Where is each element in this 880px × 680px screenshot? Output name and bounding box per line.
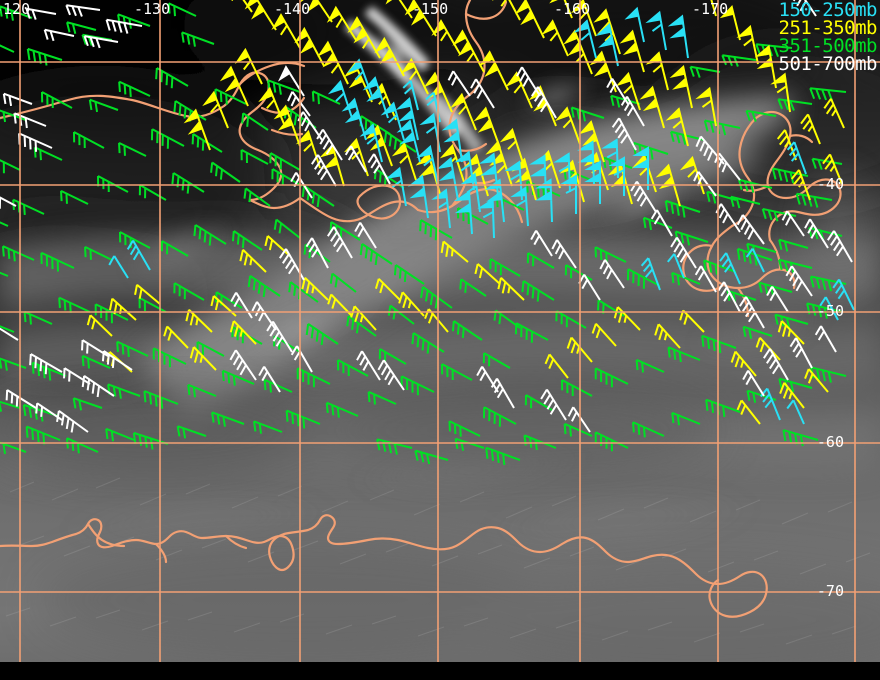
legend-entry-501-700mb: 501-700mb [778,53,878,75]
caption-bar: GMS-5 WATER VAPOR WINDS 06:00 UTC 25MAR0… [0,662,880,680]
legend-entry-251-350mb: 251-350mb [778,17,878,39]
legend-label-351-500mb: 351-500mb [778,35,878,57]
legend-entry-150-250mb: 150-250mb [778,0,878,21]
legend-label-501-700mb: 501-700mb [778,53,878,75]
legend-entry-351-500mb: 351-500mb [778,35,878,57]
legend-label-150-250mb: 150-250mb [778,0,878,21]
pressure-level-legend: 150-250mb 251-350mb 351-500mb 501-700mb [778,0,878,75]
legend-label-251-350mb: 251-350mb [778,17,878,39]
